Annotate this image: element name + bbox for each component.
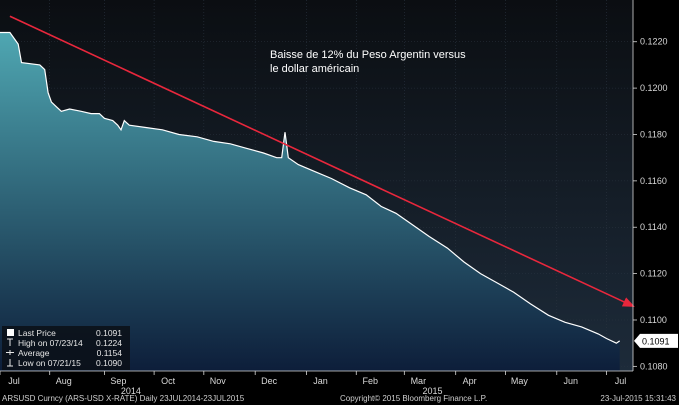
up-tick-icon <box>7 338 13 346</box>
annotation: Baisse de 12% du Peso Argentin versus le… <box>270 49 466 75</box>
y-tick-label: 0.1180 <box>640 129 667 139</box>
x-tick-label: Aug <box>56 376 72 386</box>
trend-arrow <box>9 15 635 307</box>
x-tick-label: Dec <box>261 376 278 386</box>
legend-value: 0.1154 <box>97 348 123 358</box>
y-tick-label: 0.1200 <box>640 83 668 93</box>
x-tick-label: Jul <box>615 376 627 386</box>
legend-label: Average <box>18 348 50 358</box>
average-dash-icon <box>6 350 14 355</box>
footer: ARSUSD Curncy (ARS-USD X-RATE) Daily 23J… <box>2 394 677 403</box>
y-tick-label: 0.1120 <box>640 269 667 279</box>
x-tick-label: Jul <box>8 376 20 386</box>
x-tick-label: Apr <box>463 376 477 386</box>
x-tick-label: Oct <box>161 376 176 386</box>
price-area <box>0 32 620 371</box>
x-tick-label: Jan <box>313 376 328 386</box>
price-line <box>0 31 621 344</box>
legend-label: Last Price <box>18 328 56 338</box>
legend-value: 0.1090 <box>96 358 122 368</box>
y-tick-label: 0.1140 <box>640 222 667 232</box>
legend-item-last-price: Last Price 0.1091 <box>7 328 122 338</box>
x-year-label: 2014 <box>121 386 141 396</box>
annotation-line-2: le dollar américain <box>270 63 359 75</box>
legend-item-high: High on 07/23/14 0.1224 <box>7 338 122 348</box>
x-tick-label: May <box>511 376 529 386</box>
down-tick-icon <box>7 359 13 367</box>
footer-right: 23-Jul-2015 15:31:43 <box>600 394 676 403</box>
legend-value: 0.1091 <box>96 328 122 338</box>
y-tick-label: 0.1080 <box>640 361 668 371</box>
square-marker-icon <box>7 329 14 336</box>
legend-label: Low on 07/21/15 <box>18 358 81 368</box>
legend-item-low: Low on 07/21/15 0.1090 <box>7 358 122 368</box>
x-tick-label: Feb <box>363 376 379 386</box>
y-axis: 0.1080 0.1100 0.1120 0.1140 0.1160 0.1180 0.12… <box>632 0 668 371</box>
legend-label: High on 07/23/14 <box>18 338 83 348</box>
x-tick-label: Nov <box>210 376 227 386</box>
x-year-label: 2015 <box>422 386 442 396</box>
legend: Last Price 0.1091 High on 07/23/14 0.122… <box>2 326 130 370</box>
annotation-line-1: Baisse de 12% du Peso Argentin versus <box>270 49 466 61</box>
last-price-tag: 0.1091 <box>634 333 678 348</box>
last-price-tag-shape <box>634 333 678 348</box>
legend-value: 0.1224 <box>96 338 122 348</box>
footer-center: Copyright© 2015 Bloomberg Finance L.P. <box>340 394 487 403</box>
legend-item-average: Average 0.1154 <box>6 348 122 358</box>
last-price-tag-label: 0.1091 <box>642 336 670 346</box>
y-tick-label: 0.1160 <box>640 176 667 186</box>
footer-left: ARSUSD Curncy (ARS-USD X-RATE) Daily 23J… <box>2 394 245 403</box>
x-tick-label: Mar <box>411 376 427 386</box>
x-tick-label: Jun <box>564 376 579 386</box>
y-tick-label: 0.1220 <box>640 37 668 47</box>
x-tick-label: Sep <box>110 376 126 386</box>
x-axis: Jul Aug Sep Oct Nov Dec Jan Feb Mar Apr May Jun Jul 2… <box>0 370 633 396</box>
y-tick-label: 0.1100 <box>640 315 667 325</box>
legend-background <box>2 326 130 370</box>
